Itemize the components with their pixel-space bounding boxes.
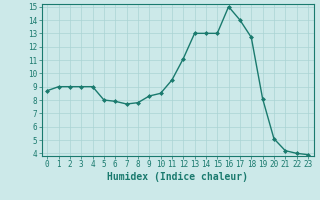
X-axis label: Humidex (Indice chaleur): Humidex (Indice chaleur): [107, 172, 248, 182]
